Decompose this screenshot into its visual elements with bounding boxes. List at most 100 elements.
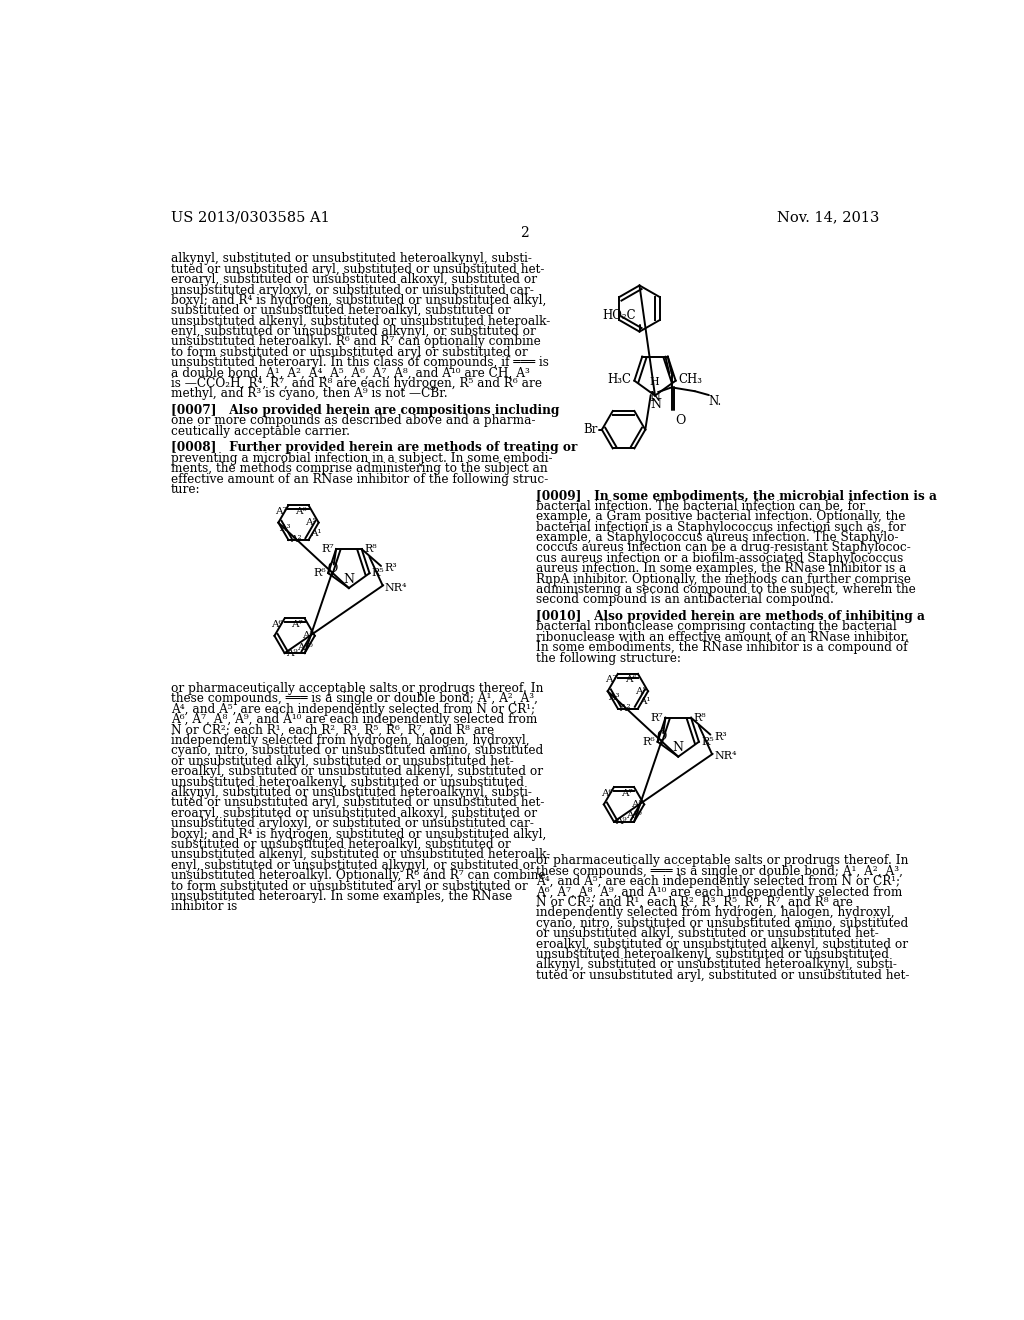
Text: O: O — [656, 730, 667, 743]
Text: A⁸: A⁸ — [302, 631, 313, 640]
Text: N or CR²; each R¹, each R², R³, R⁵, R⁶, R⁷, and R⁸ are: N or CR²; each R¹, each R², R³, R⁵, R⁶, … — [171, 723, 494, 737]
Text: A⁶, A⁷, A⁸, A⁹, and A¹⁰ are each independently selected from: A⁶, A⁷, A⁸, A⁹, and A¹⁰ are each indepen… — [537, 886, 903, 899]
Text: these compounds, ═══ is a single or double bond; A¹, A², A³,: these compounds, ═══ is a single or doub… — [171, 693, 538, 705]
Text: unsubstituted aryloxyl, or substituted or unsubstituted car-: unsubstituted aryloxyl, or substituted o… — [171, 817, 534, 830]
Text: O: O — [676, 414, 686, 428]
Text: or pharmaceutically acceptable salts or prodrugs thereof. In: or pharmaceutically acceptable salts or … — [537, 854, 909, 867]
Text: to form substituted or unsubstituted aryl or substituted or: to form substituted or unsubstituted ary… — [171, 879, 527, 892]
Text: R³: R³ — [715, 731, 727, 742]
Text: CH₃: CH₃ — [679, 372, 702, 385]
Text: independently selected from hydrogen, halogen, hydroxyl,: independently selected from hydrogen, ha… — [171, 734, 529, 747]
Text: A⁴, and A⁵, are each independently selected from N or CR¹;: A⁴, and A⁵, are each independently selec… — [171, 702, 535, 715]
Text: unsubstituted alkenyl, substituted or unsubstituted heteroalk-: unsubstituted alkenyl, substituted or un… — [171, 314, 550, 327]
Text: R⁵: R⁵ — [372, 568, 384, 578]
Text: N: N — [673, 742, 684, 755]
Text: A³: A³ — [280, 524, 291, 533]
Text: bacterial ribonuclease comprising contacting the bacterial: bacterial ribonuclease comprising contac… — [537, 620, 897, 634]
Text: A⁶: A⁶ — [625, 676, 636, 685]
Text: inhibitor is: inhibitor is — [171, 900, 237, 913]
Text: or unsubstituted alkyl, substituted or unsubstituted het-: or unsubstituted alkyl, substituted or u… — [537, 927, 880, 940]
Text: Br: Br — [584, 424, 598, 436]
Text: alkynyl, substituted or unsubstituted heteroalkynyl, substi-: alkynyl, substituted or unsubstituted he… — [171, 785, 531, 799]
Text: A¹⁰: A¹⁰ — [297, 643, 312, 652]
Text: aureus infection. In some examples, the RNase inhibitor is a: aureus infection. In some examples, the … — [537, 562, 907, 576]
Text: or unsubstituted alkyl, substituted or unsubstituted het-: or unsubstituted alkyl, substituted or u… — [171, 755, 513, 768]
Text: cyano, nitro, substituted or unsubstituted amino, substituted: cyano, nitro, substituted or unsubstitut… — [537, 917, 908, 929]
Text: independently selected from hydrogen, halogen, hydroxyl,: independently selected from hydrogen, ha… — [537, 907, 895, 920]
Text: A⁶: A⁶ — [295, 507, 307, 516]
Text: A²: A² — [620, 704, 631, 713]
Text: tuted or unsubstituted aryl, substituted or unsubstituted het-: tuted or unsubstituted aryl, substituted… — [171, 263, 544, 276]
Text: A⁹: A⁹ — [286, 648, 298, 657]
Text: R⁷: R⁷ — [322, 544, 334, 554]
Text: A⁷: A⁷ — [621, 788, 633, 797]
Text: A⁶, A⁷, A⁸, A⁹, and A¹⁰ are each independently selected from: A⁶, A⁷, A⁸, A⁹, and A¹⁰ are each indepen… — [171, 713, 537, 726]
Text: unsubstituted aryloxyl, or substituted or unsubstituted car-: unsubstituted aryloxyl, or substituted o… — [171, 284, 534, 297]
Text: to form substituted or unsubstituted aryl or substituted or: to form substituted or unsubstituted ary… — [171, 346, 527, 359]
Text: boxyl; and R⁴ is hydrogen, substituted or unsubstituted alkyl,: boxyl; and R⁴ is hydrogen, substituted o… — [171, 828, 546, 841]
Text: alkynyl, substituted or unsubstituted heteroalkynyl, substi-: alkynyl, substituted or unsubstituted he… — [171, 252, 531, 265]
Text: eroaryl, substituted or unsubstituted alkoxyl, substituted or: eroaryl, substituted or unsubstituted al… — [171, 807, 537, 820]
Text: R³: R³ — [385, 564, 397, 573]
Text: example, a Staphylococcus aureus infection. The Staphylo-: example, a Staphylococcus aureus infecti… — [537, 531, 899, 544]
Text: A¹: A¹ — [640, 697, 651, 706]
Text: unsubstituted heteroaryl. In some examples, the RNase: unsubstituted heteroaryl. In some exampl… — [171, 890, 512, 903]
Text: R⁸: R⁸ — [693, 713, 706, 722]
Text: unsubstituted heteroalkenyl, substituted or unsubstituted: unsubstituted heteroalkenyl, substituted… — [171, 776, 523, 788]
Text: ture:: ture: — [171, 483, 201, 496]
Text: ments, the methods comprise administering to the subject an: ments, the methods comprise administerin… — [171, 462, 547, 475]
Text: A¹⁰: A¹⁰ — [627, 812, 642, 820]
Text: substituted or unsubstituted heteroalkyl, substituted or: substituted or unsubstituted heteroalkyl… — [171, 305, 510, 317]
Text: N or CR²; and R¹, each R², R³, R⁵, R⁶, R⁷, and R⁸ are: N or CR²; and R¹, each R², R³, R⁵, R⁶, R… — [537, 896, 853, 909]
Text: R⁸: R⁸ — [364, 544, 377, 554]
Text: bacterial infection. The bacterial infection can be, for: bacterial infection. The bacterial infec… — [537, 500, 865, 513]
Text: A³: A³ — [608, 693, 620, 702]
Text: R⁵: R⁵ — [701, 737, 714, 747]
Text: unsubstituted heteroalkenyl, substituted or unsubstituted: unsubstituted heteroalkenyl, substituted… — [537, 948, 890, 961]
Text: enyl, substituted or unsubstituted alkynyl, or substituted or: enyl, substituted or unsubstituted alkyn… — [171, 325, 536, 338]
Text: A⁷: A⁷ — [275, 507, 287, 516]
Text: R⁶: R⁶ — [313, 568, 326, 578]
Text: one or more compounds as described above and a pharma-: one or more compounds as described above… — [171, 414, 536, 428]
Text: R⁶: R⁶ — [642, 737, 655, 747]
Text: tuted or unsubstituted aryl, substituted or unsubstituted het-: tuted or unsubstituted aryl, substituted… — [171, 796, 544, 809]
Text: A⁶: A⁶ — [271, 620, 283, 630]
Text: or pharmaceutically acceptable salts or prodrugs thereof. In: or pharmaceutically acceptable salts or … — [171, 682, 543, 696]
Text: A⁵: A⁵ — [305, 519, 317, 527]
Text: N.: N. — [709, 395, 722, 408]
Text: R⁷: R⁷ — [650, 713, 664, 722]
Text: US 2013/0303585 A1: US 2013/0303585 A1 — [171, 211, 330, 224]
Text: NR⁴: NR⁴ — [385, 582, 408, 593]
Text: 2: 2 — [520, 226, 529, 240]
Text: tuted or unsubstituted aryl, substituted or unsubstituted het-: tuted or unsubstituted aryl, substituted… — [537, 969, 909, 982]
Text: the following structure:: the following structure: — [537, 652, 681, 664]
Text: In some embodiments, the RNase inhibitor is a compound of: In some embodiments, the RNase inhibitor… — [537, 642, 908, 655]
Text: unsubstituted alkenyl, substituted or unsubstituted heteroalk-: unsubstituted alkenyl, substituted or un… — [171, 849, 550, 862]
Text: effective amount of an RNase inhibitor of the following struc-: effective amount of an RNase inhibitor o… — [171, 473, 548, 486]
Text: A⁷: A⁷ — [604, 676, 616, 685]
Text: boxyl; and R⁴ is hydrogen, substituted or unsubstituted alkyl,: boxyl; and R⁴ is hydrogen, substituted o… — [171, 294, 546, 308]
Text: second compound is an antibacterial compound.: second compound is an antibacterial comp… — [537, 594, 835, 606]
Text: RnpA inhibitor. Optionally, the methods can further comprise: RnpA inhibitor. Optionally, the methods … — [537, 573, 911, 586]
Text: coccus aureus infection can be a drug-resistant Staphylococ-: coccus aureus infection can be a drug-re… — [537, 541, 911, 554]
Text: [0010]   Also provided herein are methods of inhibiting a: [0010] Also provided herein are methods … — [537, 610, 926, 623]
Text: A⁹: A⁹ — [615, 817, 627, 826]
Text: N: N — [649, 391, 660, 404]
Text: [0008]   Further provided herein are methods of treating or: [0008] Further provided herein are metho… — [171, 441, 577, 454]
Text: A⁴, and A⁵, are each independently selected from N or CR¹;: A⁴, and A⁵, are each independently selec… — [537, 875, 900, 888]
Text: cyano, nitro, substituted or unsubstituted amino, substituted: cyano, nitro, substituted or unsubstitut… — [171, 744, 543, 758]
Text: cus aureus infection or a biofilm-associated Staphylococcus: cus aureus infection or a biofilm-associ… — [537, 552, 903, 565]
Text: eroaryl, substituted or unsubstituted alkoxyl, substituted or: eroaryl, substituted or unsubstituted al… — [171, 273, 537, 286]
Text: [0007]   Also provided herein are compositions including: [0007] Also provided herein are composit… — [171, 404, 559, 417]
Text: A²: A² — [290, 536, 302, 544]
Text: A⁷: A⁷ — [292, 620, 303, 630]
Text: methyl, and R³ is cyano, then A⁹ is not —CBr.: methyl, and R³ is cyano, then A⁹ is not … — [171, 388, 447, 400]
Text: O: O — [327, 562, 338, 574]
Text: ceutically acceptable carrier.: ceutically acceptable carrier. — [171, 425, 349, 438]
Text: is —CCO₂H, R⁴, R⁷, and R⁸ are each hydrogen, R⁵ and R⁶ are: is —CCO₂H, R⁴, R⁷, and R⁸ are each hydro… — [171, 378, 542, 391]
Text: unsubstituted heteroaryl. In this class of compounds, if ═══ is: unsubstituted heteroaryl. In this class … — [171, 356, 549, 370]
Text: A¹: A¹ — [310, 528, 322, 537]
Text: a double bond, A¹, A², A⁴, A⁵, A⁶, A⁷, A⁸, and A¹⁰ are CH, A³: a double bond, A¹, A², A⁴, A⁵, A⁶, A⁷, A… — [171, 367, 529, 380]
Text: N: N — [343, 573, 354, 586]
Text: NR⁴: NR⁴ — [715, 751, 736, 762]
